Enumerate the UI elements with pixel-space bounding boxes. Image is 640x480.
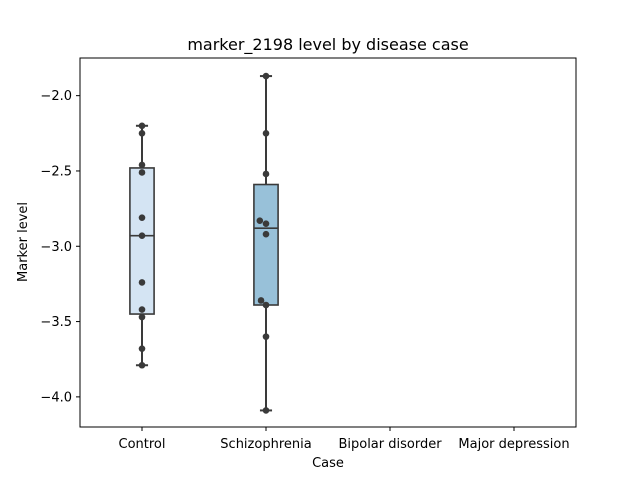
data-point bbox=[257, 297, 265, 304]
chart-title: marker_2198 level by disease case bbox=[187, 35, 468, 55]
data-point bbox=[262, 170, 270, 178]
data-point bbox=[138, 361, 146, 369]
data-point bbox=[138, 130, 146, 137]
data-point bbox=[138, 279, 146, 286]
data-point bbox=[262, 333, 270, 340]
data-point bbox=[262, 72, 270, 80]
box bbox=[253, 183, 279, 306]
data-point bbox=[262, 230, 270, 238]
data-point bbox=[262, 407, 270, 414]
x-tick-label: Bipolar disorder bbox=[338, 437, 442, 452]
y-tick-label: −3.5 bbox=[40, 315, 72, 330]
y-axis-title: Marker level bbox=[16, 202, 31, 282]
data-point bbox=[138, 214, 146, 221]
y-tick-label: −2.0 bbox=[40, 89, 72, 104]
data-point bbox=[138, 161, 146, 169]
box-group-schizophrenia bbox=[253, 75, 279, 412]
plot-area-frame bbox=[79, 57, 577, 428]
data-point bbox=[138, 306, 146, 313]
data-point bbox=[138, 169, 146, 176]
data-point bbox=[262, 130, 270, 137]
x-tick-label: Control bbox=[119, 437, 166, 452]
y-tick-label: −2.5 bbox=[40, 164, 72, 179]
data-point bbox=[262, 301, 270, 309]
y-tick-label: −4.0 bbox=[40, 390, 72, 405]
x-axis-title: Case bbox=[312, 456, 344, 471]
data-point bbox=[138, 313, 146, 321]
data-point bbox=[138, 232, 146, 240]
data-point bbox=[138, 345, 146, 352]
x-tick-label: Schizophrenia bbox=[220, 437, 311, 452]
y-tick-label: −3.0 bbox=[40, 240, 72, 255]
box-group-control bbox=[129, 124, 155, 367]
data-point bbox=[138, 122, 146, 130]
x-tick-label: Major depression bbox=[458, 437, 569, 452]
data-point bbox=[262, 220, 270, 227]
data-point bbox=[256, 217, 264, 224]
box bbox=[129, 167, 155, 315]
